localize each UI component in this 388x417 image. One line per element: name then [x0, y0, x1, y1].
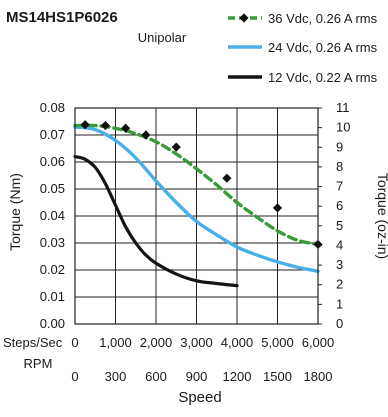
- chart-title: MS14HS1P6026: [6, 9, 118, 26]
- legend-marker: [239, 13, 249, 23]
- x-tick-label-rpm: 1500: [263, 369, 292, 384]
- grid: [74, 107, 319, 325]
- y-tick-label-right: 0: [336, 316, 343, 331]
- y-tick-label-right: 7: [336, 179, 343, 194]
- x-axis-label: Speed: [178, 389, 221, 406]
- y-tick-label-left: 0.02: [40, 262, 65, 277]
- series-layer: [73, 120, 323, 288]
- y-tick-label-right: 9: [336, 139, 343, 154]
- legend-label: 12 Vdc, 0.22 A rms: [268, 70, 378, 85]
- plot-frame: [74, 107, 319, 325]
- x-tick-label-steps: 3,000: [180, 335, 213, 350]
- y-tick-label-left: 0.06: [40, 154, 65, 169]
- x-tick-label-steps: 4,000: [221, 335, 254, 350]
- y-tick-label-right: 1: [336, 296, 343, 311]
- y-tick-label-left: 0.04: [40, 208, 65, 223]
- x-tick-label-steps: 0: [71, 335, 78, 350]
- x-tick-label-rpm: 300: [105, 369, 127, 384]
- y-axis-label-left: Torque (Nm): [7, 173, 23, 251]
- y-tick-label-right: 10: [336, 120, 350, 135]
- data-point-marker: [80, 120, 90, 130]
- x-tick-label-rpm: 600: [145, 369, 167, 384]
- legend: 36 Vdc, 0.26 A rms 24 Vdc, 0.26 A rms 12 V…: [228, 11, 378, 85]
- legend-label: 24 Vdc, 0.26 A rms: [268, 40, 378, 55]
- x-tick-label-rpm: 0: [71, 369, 78, 384]
- data-point-marker: [272, 203, 283, 213]
- x-axis-name-steps: Steps/Sec: [3, 335, 63, 350]
- y-tick-label-left: 0.01: [40, 289, 65, 304]
- x-tick-label-steps: 5,000: [261, 335, 294, 350]
- y-tick-label-right: 8: [336, 159, 343, 174]
- x-tick-label-steps: 1,000: [99, 335, 132, 350]
- legend-label: 36 Vdc, 0.26 A rms: [268, 11, 378, 26]
- y-axis-label-right: Torque (oz-in): [375, 173, 388, 259]
- x-tick-label-rpm: 1800: [304, 369, 333, 384]
- y-tick-label-right: 5: [336, 218, 343, 233]
- y-tick-label-left: 0.03: [40, 235, 65, 250]
- y-tick-label-right: 11: [336, 100, 350, 115]
- chart-subtitle: Unipolar: [138, 30, 187, 45]
- y-tick-label-right: 6: [336, 198, 343, 213]
- y-tick-label-right: 4: [336, 237, 343, 252]
- series-line-24v: [73, 125, 320, 274]
- y-tick-label-left: 0.00: [40, 316, 65, 331]
- data-point-marker: [171, 142, 181, 152]
- x-tick-label-rpm: 1200: [223, 369, 252, 384]
- y-tick-label-left: 0.05: [40, 181, 65, 196]
- x-tick-label-steps: 6,000: [302, 335, 335, 350]
- axes: 0.00 0.01 0.02 0.03 0.04 0.05 0.06 0.07 0.08 0 1 2 3…: [3, 100, 350, 384]
- x-tick-label-rpm: 900: [186, 369, 208, 384]
- y-tick-label-left: 0.08: [40, 100, 65, 115]
- data-point-marker: [121, 123, 131, 133]
- y-tick-label-left: 0.07: [40, 127, 65, 142]
- data-point-marker: [222, 173, 232, 183]
- data-point-marker: [141, 130, 151, 140]
- y-tick-label-right: 3: [336, 257, 343, 272]
- series-line-36v: [73, 123, 320, 247]
- x-tick-label-steps: 2,000: [140, 335, 173, 350]
- series-line-12v: [73, 155, 239, 288]
- x-axis-name-rpm: RPM: [24, 356, 53, 371]
- data-point-marker: [100, 120, 110, 131]
- y-tick-label-right: 2: [336, 277, 343, 292]
- labels: MS14HS1P6026 Unipolar Torque (Nm) Torque…: [6, 9, 388, 406]
